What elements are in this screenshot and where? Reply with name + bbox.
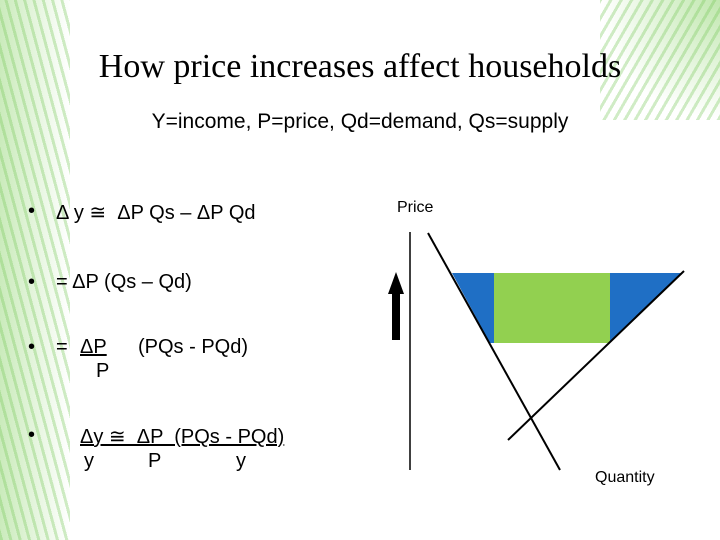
arrow-up — [388, 272, 404, 340]
title: How price increases affect households — [98, 48, 622, 85]
fraction-denominator: y — [84, 450, 94, 472]
fraction-denominator: P — [148, 450, 162, 472]
background-decoration — [600, 0, 720, 120]
y-axis-label: Price — [397, 199, 434, 216]
subtitle: Y=income, P=price, Qd=demand, Qs=supply — [151, 110, 569, 133]
background-decoration — [0, 0, 70, 540]
supply-line — [507, 270, 685, 441]
bullet-marker: • — [28, 200, 36, 222]
x-axis-label: Quantity — [595, 469, 655, 486]
area-left — [452, 273, 494, 343]
demand-line — [427, 232, 561, 471]
fraction-numerator: ΔP — [80, 336, 107, 358]
bullet-text: = ΔP (Qs – Qd) — [56, 271, 192, 293]
bullet-marker: • — [28, 336, 36, 358]
bullet-marker: • — [28, 271, 36, 293]
fraction-denominator: P — [96, 360, 110, 382]
fraction-denominator: y — [236, 450, 246, 472]
bullet-text: = — [56, 336, 68, 358]
fraction-numerator: Δy ≅ ΔP (PQs - PQd) — [80, 426, 285, 448]
bullet-marker: • — [28, 424, 36, 446]
area-middle — [494, 273, 610, 343]
bullet-text: (PQs - PQd) — [138, 336, 249, 358]
bullet-text: Δ y ≅ ΔP Qs – ΔP Qd — [56, 202, 256, 224]
